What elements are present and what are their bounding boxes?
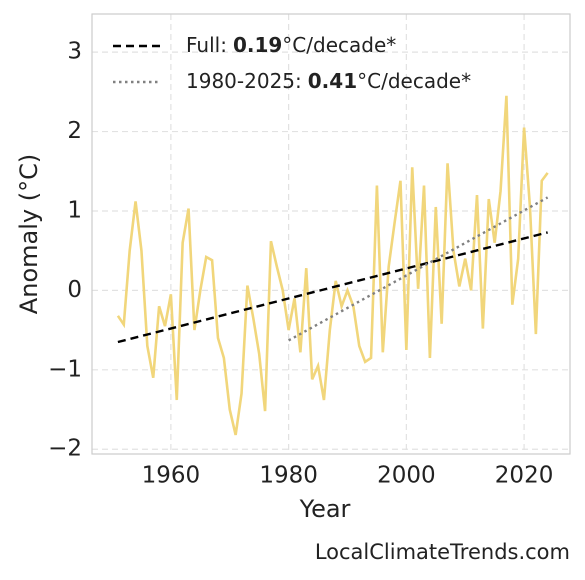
y-tick-label: 3: [67, 39, 82, 65]
y-tick-label: 1: [67, 197, 82, 223]
legend-name: 1980-2025:: [186, 69, 302, 93]
legend-label: 1980-2025: 0.41°C/decade*: [186, 69, 471, 93]
x-tick-label: 2020: [495, 463, 554, 489]
x-axis-label: Year: [299, 495, 351, 523]
legend-name: Full:: [186, 33, 227, 57]
legend-slope: 0.19: [233, 33, 282, 57]
trend-line: [117, 231, 548, 344]
plot-frame: [91, 13, 571, 455]
y-tick-label: 0: [67, 277, 82, 303]
legend-unit: °C/decade*: [357, 69, 471, 93]
x-tick-label: 1980: [259, 463, 318, 489]
legend-slope: 0.41: [308, 69, 357, 93]
y-tick-label: −1: [48, 356, 82, 382]
y-tick-label: 2: [67, 118, 82, 144]
data-line: [116, 95, 549, 436]
y-axis-label: Anomaly (°C): [15, 154, 43, 314]
x-tick-label: 2000: [377, 463, 436, 489]
x-tick-label: 1960: [142, 463, 201, 489]
legend-unit: °C/decade*: [282, 33, 396, 57]
trend-line: [288, 196, 549, 342]
y-tick-label: −2: [48, 436, 82, 462]
source: LocalClimateTrends.com: [315, 540, 570, 564]
legend-label: Full: 0.19°C/decade*: [186, 33, 396, 57]
